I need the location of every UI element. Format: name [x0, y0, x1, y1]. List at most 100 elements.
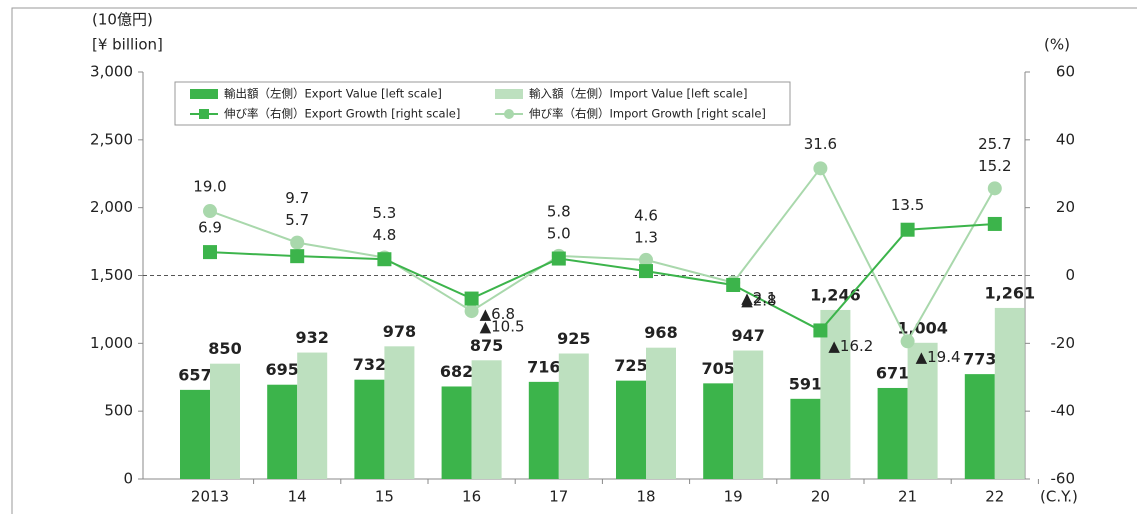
growth-label: 15.2 — [978, 157, 1011, 175]
growth-label: ▲2.8 — [741, 291, 776, 309]
legend-label: 伸び率（右側）Export Growth [right scale] — [224, 107, 460, 121]
growth-label: 31.6 — [804, 135, 837, 153]
bar — [877, 387, 908, 479]
y2-tick-label: 60 — [1056, 63, 1075, 81]
growth-marker — [551, 251, 566, 266]
bar-label: 657 — [178, 365, 211, 384]
bar-label: 1,246 — [810, 285, 861, 304]
growth-label: ▲19.4 — [916, 348, 961, 366]
y-axis-unit: (10億円) — [92, 11, 153, 29]
bar-label: 947 — [731, 326, 764, 345]
bar-label: 732 — [353, 355, 386, 374]
bar — [907, 342, 938, 479]
growth-marker — [464, 304, 479, 319]
growth-marker — [639, 264, 653, 279]
y-tick-label: 500 — [104, 402, 133, 420]
bar-label: 1,004 — [897, 318, 948, 337]
bar — [820, 309, 851, 479]
growth-label: 5.3 — [372, 204, 396, 222]
x-tick-label: 19 — [724, 488, 743, 506]
legend-swatch — [495, 89, 523, 99]
legend-label: 伸び率（右側）Import Growth [right scale] — [529, 107, 766, 121]
growth-marker — [290, 249, 305, 264]
growth-label: ▲2.1 — [741, 289, 776, 307]
x-tick-label: 20 — [811, 488, 830, 506]
y2-tick-label: 40 — [1056, 130, 1075, 148]
growth-marker — [639, 252, 653, 267]
bar — [267, 384, 298, 479]
growth-label: 25.7 — [978, 135, 1011, 153]
growth-label: 4.8 — [372, 226, 396, 244]
bar-label: 968 — [644, 323, 677, 342]
bar-label: 932 — [295, 328, 328, 347]
bar-label: 925 — [557, 329, 590, 348]
frame — [11, 7, 1137, 518]
growth-line — [209, 222, 995, 332]
growth-label: 5.8 — [547, 202, 571, 220]
legend-label: 輸出額（左側）Export Value [left scale] — [224, 87, 442, 101]
x-tick-label: 22 — [985, 488, 1004, 506]
bar — [180, 389, 210, 479]
bar — [790, 398, 821, 479]
y2-tick-label: -60 — [1051, 470, 1076, 488]
legend-marker — [199, 109, 209, 119]
growth-marker — [900, 222, 915, 237]
bar — [733, 350, 764, 479]
x-tick-label: 15 — [375, 488, 394, 506]
bar — [528, 381, 559, 479]
growth-marker — [813, 323, 828, 338]
y-axis-label: [¥ billion] — [92, 36, 163, 54]
bar-label: 773 — [963, 350, 996, 369]
bar — [994, 307, 1025, 479]
growth-marker — [900, 334, 915, 349]
legend-label: 輸入額（左側）Import Value [left scale] — [529, 87, 747, 101]
x-tick-label: 16 — [462, 488, 481, 506]
bar-label: 695 — [265, 360, 298, 379]
legend-marker — [504, 109, 514, 119]
growth-marker — [290, 235, 305, 250]
y-tick-label: 2,500 — [90, 130, 133, 148]
bar-label: 875 — [470, 336, 503, 355]
growth-marker — [203, 204, 217, 219]
growth-marker — [813, 161, 828, 176]
y-tick-label: 2,000 — [90, 198, 133, 216]
bar-label: 725 — [614, 356, 647, 375]
legend-swatch — [190, 89, 218, 99]
bar — [210, 363, 240, 479]
y2-tick-label: 20 — [1056, 198, 1075, 216]
growth-label: 5.0 — [547, 224, 571, 242]
growth-label: 4.6 — [634, 206, 658, 224]
bar-label: 705 — [701, 359, 734, 378]
growth-label: 19.0 — [193, 178, 226, 196]
y-tick-label: 1,000 — [90, 334, 133, 352]
bar — [646, 347, 676, 479]
bar-label: 978 — [383, 322, 416, 341]
bar — [471, 360, 502, 479]
x-tick-label: 21 — [898, 488, 917, 506]
growth-label: 5.7 — [285, 211, 309, 229]
bar-label: 1,261 — [984, 283, 1035, 302]
legend — [174, 81, 791, 126]
growth-marker — [726, 277, 741, 292]
growth-marker — [203, 245, 217, 260]
growth-label: 13.5 — [891, 196, 924, 214]
bar — [616, 380, 646, 479]
bar-label: 591 — [789, 374, 822, 393]
bar-label: 671 — [876, 363, 909, 382]
y-tick-label: 1,500 — [90, 266, 133, 284]
y-tick-label: 0 — [123, 470, 133, 488]
growth-label: 1.3 — [634, 228, 658, 246]
bar — [384, 346, 415, 479]
bar — [354, 379, 385, 479]
x-tick-label: 18 — [636, 488, 655, 506]
y2-tick-label: -20 — [1051, 334, 1076, 352]
x-axis-label: (C.Y.) — [1040, 488, 1078, 506]
growth-marker — [464, 291, 479, 306]
x-tick-label: 14 — [288, 488, 307, 506]
x-tick-label: 17 — [549, 488, 568, 506]
growth-marker — [987, 216, 1002, 231]
y2-axis-label: (%) — [1044, 36, 1070, 54]
bar — [703, 383, 734, 479]
y2-tick-label: -40 — [1051, 402, 1076, 420]
bar-label: 850 — [208, 339, 241, 358]
